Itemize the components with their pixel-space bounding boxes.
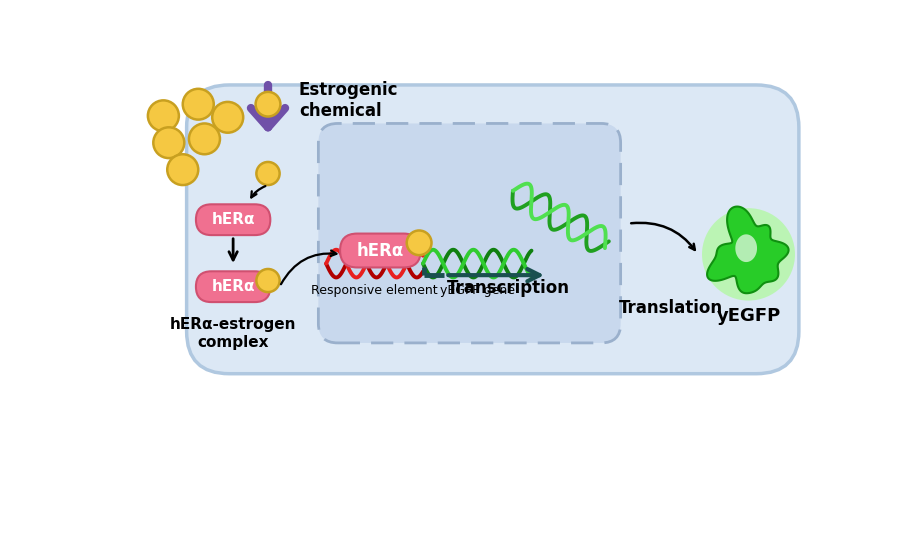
Text: yEGFP: yEGFP	[715, 307, 780, 325]
Text: hERα: hERα	[357, 242, 404, 259]
FancyBboxPatch shape	[186, 85, 798, 374]
Circle shape	[702, 208, 794, 301]
Circle shape	[189, 124, 219, 154]
Circle shape	[212, 102, 243, 133]
FancyBboxPatch shape	[196, 204, 270, 235]
Polygon shape	[706, 207, 787, 293]
Text: Estrogenic
chemical: Estrogenic chemical	[299, 81, 398, 120]
Text: Translation: Translation	[619, 299, 722, 317]
Text: hERα-estrogen
complex: hERα-estrogen complex	[170, 317, 296, 350]
Text: hERα: hERα	[211, 279, 255, 294]
Text: Transcription: Transcription	[446, 279, 569, 297]
Text: Responsive element: Responsive element	[311, 284, 437, 296]
Circle shape	[182, 89, 213, 120]
FancyBboxPatch shape	[340, 234, 420, 268]
Polygon shape	[734, 234, 756, 262]
Circle shape	[406, 230, 431, 255]
Circle shape	[256, 269, 279, 292]
Text: hERα: hERα	[211, 212, 255, 227]
Circle shape	[256, 162, 279, 185]
FancyBboxPatch shape	[318, 124, 620, 343]
Circle shape	[256, 92, 280, 116]
Circle shape	[167, 154, 198, 185]
Circle shape	[148, 100, 179, 131]
Circle shape	[154, 127, 184, 158]
Text: yEGFP gene: yEGFP gene	[439, 284, 514, 296]
FancyBboxPatch shape	[196, 271, 270, 302]
